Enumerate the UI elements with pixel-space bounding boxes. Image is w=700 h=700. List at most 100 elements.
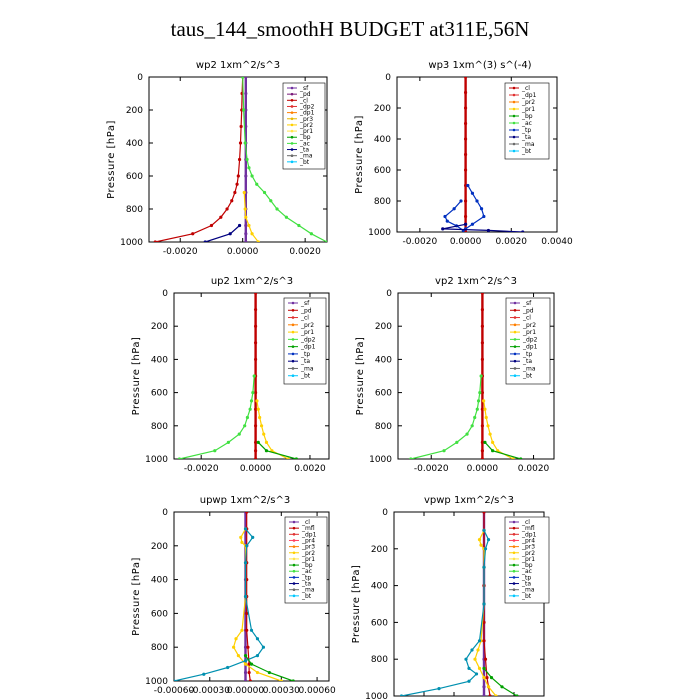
data-point [473,657,477,661]
series-group [409,293,523,459]
data-point [202,672,206,676]
data-point [480,324,484,328]
data-point [325,240,327,242]
legend-marker [292,533,296,536]
y-tick-label: 600 [151,389,168,399]
data-point [409,457,413,459]
data-point [482,676,486,680]
legend-marker [512,128,516,132]
y-axis-label: Pressure [hPa] [131,337,142,416]
data-point [467,679,471,683]
legend-marker [512,121,516,125]
legend: _cl_mfl_dp1_pr4_pr3_pr2_pr1_bp_ac_tp_ta_… [284,516,328,604]
data-point [275,207,279,211]
data-point [474,672,479,676]
data-point [500,685,504,689]
data-point [466,183,470,188]
legend-marker [292,520,296,524]
legend-label: _ma [300,365,314,372]
chart-panel-1: wp2 1xm^2/s^3 Pressure [hPa] 0 200 400 600 800… [106,60,328,257]
legend-marker [513,352,517,356]
legend-marker [291,367,295,370]
data-point [244,108,248,112]
data-point [470,424,474,428]
series-group [177,293,298,459]
legend-label: _sf [522,300,532,307]
data-point [226,440,230,444]
y-tick-label: 800 [151,643,168,653]
chart-panel-3: up2 1xm^2/s^3 Pressure [hPa] 0 200 400 600 800… [131,276,330,474]
data-point [243,141,247,145]
data-point [243,645,248,649]
x-tick-label: 0.0020 [518,464,550,474]
y-axis-label: Pressure [hPa] [351,565,362,644]
data-point [470,191,475,195]
legend-label: _pr2 [521,550,535,557]
data-point [253,293,258,295]
legend-marker [512,135,516,139]
legend-marker [292,545,296,548]
data-point [236,654,240,658]
legend-marker [512,594,516,598]
data-point [488,432,492,436]
legend-marker [513,338,517,341]
chart-panel-6: vpwp 1xm^2/s^3 Pressure [hPa] 0 200 400 600 80… [351,495,550,700]
legend-marker [512,114,516,118]
series-line [442,223,523,232]
legend-marker [513,330,517,334]
legend-label: _ac [301,568,312,575]
legend-label: _pd [299,91,311,98]
y-tick-label: 400 [151,576,168,586]
data-point [253,308,258,312]
data-point [482,528,486,533]
y-tick-label: 1000 [369,455,392,465]
legend-label: _pr2 [300,322,314,329]
data-point [486,538,491,542]
data-point [253,424,258,428]
x-tick-label: 0.0020 [289,247,321,257]
series-line [174,528,265,681]
data-point [219,215,223,219]
legend-marker [291,301,295,305]
x-tick-label: -0.0020 [184,464,219,474]
data-point [255,399,259,403]
legend-label: _pr1 [299,128,313,135]
y-tick-label: 0 [382,508,388,518]
legend-marker [512,545,516,548]
series-group [153,77,327,242]
y-tick-label: 600 [374,166,391,176]
data-point [236,174,240,178]
legend-label: _bt [522,373,533,380]
data-point [241,77,245,79]
legend-label: _ma [299,153,313,160]
data-point [255,637,260,641]
legend-label: _pr1 [301,556,315,563]
legend-label: _dp2 [299,103,315,110]
data-point [465,432,469,436]
legend-marker [291,316,295,319]
data-point [253,341,258,345]
legend-marker [292,569,296,573]
y-tick-label: 0 [385,73,391,83]
figure-title: taus_144_smoothH BUDGET at311E,56N [170,17,530,41]
data-point [235,182,239,186]
legend-label: _sf [300,300,310,307]
data-point [482,639,486,643]
legend-marker [292,557,296,561]
legend-label: _pr1 [521,106,535,113]
data-point [228,232,232,236]
data-point [463,214,468,219]
data-point [437,687,441,691]
legend-box [504,82,550,160]
data-point [482,399,486,403]
data-point [485,676,489,680]
legend-marker [513,374,517,378]
legend-marker [512,539,516,542]
legend-label: _bp [521,113,533,120]
legend-label: _dp1 [299,110,315,117]
legend-marker [512,142,516,146]
data-point [480,407,484,411]
data-point [297,223,301,228]
legend-label: _ta [522,358,532,365]
legend-marker [292,563,296,567]
